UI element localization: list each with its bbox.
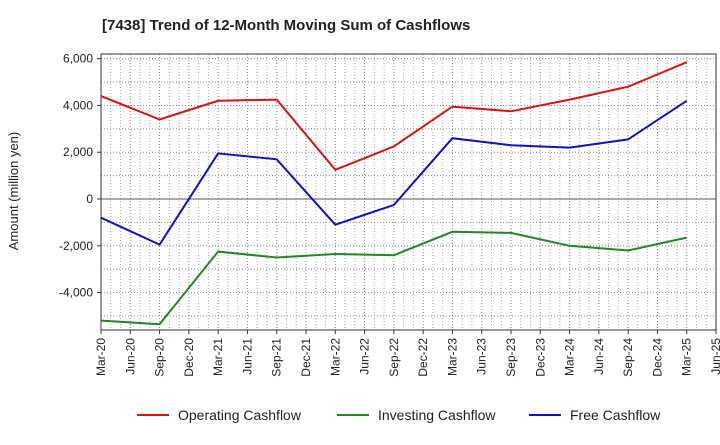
- x-tick-label: Dec-21: [299, 338, 313, 377]
- x-tick-label: Jun-25: [709, 338, 720, 375]
- x-axis-ticks: Mar-20 Jun-20 Sep-20 Dec-20 Mar-21 Jun-21 Sep-…: [94, 330, 720, 377]
- series-line-free-cashflow: [100, 99, 688, 246]
- legend: Operating Cashflow Investing Cashflow Free…: [137, 407, 661, 423]
- x-tick-label: Mar-25: [680, 338, 694, 376]
- series-line-investing-cashflow: [100, 230, 687, 326]
- y-tick-label: 4,000: [63, 98, 93, 112]
- plot-frame: [100, 53, 717, 331]
- legend-label-free-cashflow: Free Cashflow: [570, 407, 661, 423]
- y-axis-label: Amount (million yen): [6, 132, 21, 251]
- x-tick-label: Sep-22: [387, 338, 401, 377]
- x-tick-label: Dec-23: [533, 338, 547, 377]
- legend-label-operating-cashflow: Operating Cashflow: [178, 407, 302, 423]
- x-tick-label: Mar-23: [445, 338, 459, 376]
- x-tick-label: Jun-23: [475, 338, 489, 375]
- y-tick-label: 0: [86, 192, 93, 206]
- x-tick-label: Jun-24: [592, 338, 606, 375]
- y-axis-ticks: 6,000 4,000 2,000 0 -2,000 -4,000: [59, 52, 101, 300]
- x-tick-label: Mar-20: [94, 338, 108, 376]
- x-tick-label: Dec-20: [182, 338, 196, 377]
- x-tick-label: Jun-20: [123, 338, 137, 375]
- x-tick-label: Jun-21: [240, 338, 254, 375]
- x-tick-label: Sep-21: [270, 338, 284, 377]
- x-tick-label: Sep-20: [153, 338, 167, 377]
- x-tick-label: Jun-22: [358, 338, 372, 375]
- x-tick-label: Dec-22: [416, 338, 430, 377]
- x-tick-label: Mar-24: [563, 338, 577, 376]
- series-lines: [100, 61, 688, 326]
- y-tick-label: -4,000: [59, 286, 93, 300]
- x-tick-label: Mar-22: [328, 338, 342, 376]
- chart-title: [7438] Trend of 12-Month Moving Sum of C…: [102, 17, 470, 34]
- legend-label-investing-cashflow: Investing Cashflow: [378, 407, 496, 423]
- x-tick-label: Sep-23: [504, 338, 518, 377]
- x-tick-label: Mar-21: [211, 338, 225, 376]
- x-tick-label: Sep-24: [621, 338, 635, 377]
- y-tick-label: 6,000: [63, 52, 93, 66]
- y-tick-label: -2,000: [59, 239, 93, 253]
- series-line-operating-cashflow: [100, 61, 688, 171]
- y-tick-label: 2,000: [63, 145, 93, 159]
- plot-border: [100, 53, 717, 331]
- x-tick-label: Dec-24: [650, 338, 664, 377]
